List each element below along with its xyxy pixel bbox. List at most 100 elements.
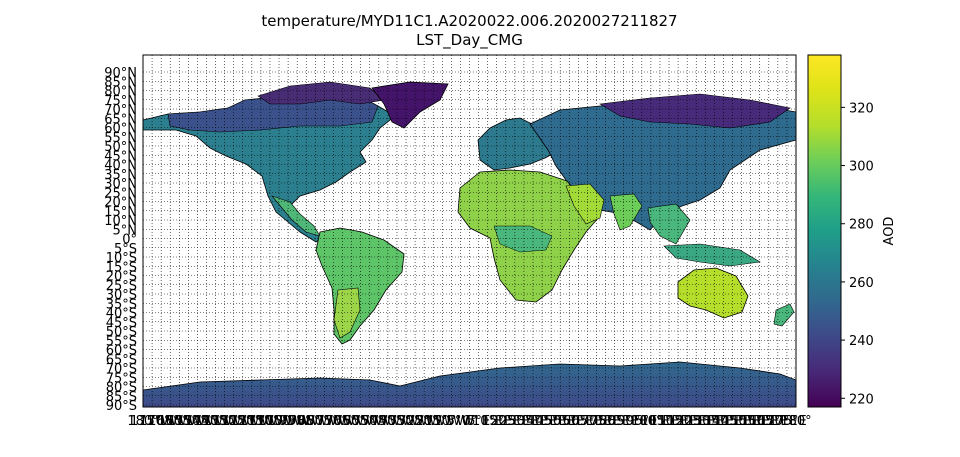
lat-label: 20°N — [104, 196, 137, 211]
lon-label: 170°W — [139, 414, 183, 429]
lon-label: 145°W — [184, 414, 228, 429]
title-line-1: temperature/MYD11C1.A2020022.006.2020027… — [261, 12, 678, 30]
lat-label: 50°S — [106, 325, 137, 340]
colorbar-tick-label: 220 — [849, 392, 874, 407]
lat-label: 70°S — [106, 362, 137, 377]
landmass-arctic-canada — [167, 91, 379, 133]
lat-label: 80°S — [106, 381, 137, 396]
lon-label: 150°W — [175, 414, 219, 429]
graticule — [142, 55, 797, 407]
lon-label: 100°W — [266, 414, 310, 429]
lat-label: 90°S — [106, 399, 137, 414]
lon-label: 105°E — [640, 414, 680, 429]
lat-label: 30°S — [106, 288, 137, 303]
landmass-greenland — [371, 81, 449, 129]
lon-label: 70°W — [325, 414, 361, 429]
lon-label: 150°E — [722, 414, 762, 429]
colorbar-tick-label: 260 — [849, 276, 874, 291]
colorbar-tick-label: 280 — [849, 218, 874, 233]
lon-label: 60°W — [343, 414, 379, 429]
lon-label: 165°W — [148, 414, 192, 429]
lon-label: 45°E — [535, 414, 566, 429]
lon-label: 65°W — [334, 414, 370, 429]
lat-label: 45°S — [106, 316, 137, 331]
lon-label: 160°E — [740, 414, 780, 429]
lat-label: 10°N — [104, 214, 137, 229]
lon-label: 80°E — [599, 414, 630, 429]
landmass-arabia — [565, 183, 605, 225]
landmass-siberia — [599, 93, 791, 129]
landmass-india — [609, 193, 643, 231]
landmass-new-zealand — [773, 303, 795, 327]
lon-label: 125°W — [221, 414, 265, 429]
lon-label: 145°E — [713, 414, 753, 429]
lat-label: 40°S — [106, 307, 137, 322]
lon-label: 85°W — [297, 414, 333, 429]
lat-label: 5°S — [114, 242, 137, 257]
lon-label: 50°W — [361, 414, 397, 429]
lon-label: 115°E — [658, 414, 698, 429]
colorbar-tick-label: 240 — [849, 334, 874, 349]
lon-label: 5°W — [447, 414, 475, 429]
lon-label: 105°W — [257, 414, 301, 429]
lon-label: 135°E — [695, 414, 735, 429]
lon-label: 30°W — [397, 414, 433, 429]
lon-label: 5°E — [467, 414, 490, 429]
lon-label: 80°W — [306, 414, 342, 429]
lat-label: 0° — [122, 233, 137, 248]
lon-label: 0° — [462, 414, 477, 429]
lat-label: 75°S — [106, 371, 137, 386]
lat-label: 25°S — [106, 279, 137, 294]
colorbar-tick-label: 300 — [849, 160, 874, 175]
lat-label: 90°N — [104, 66, 137, 81]
lat-label: 60°S — [106, 344, 137, 359]
lon-label: 160°W — [157, 414, 201, 429]
lon-label: 20°W — [415, 414, 451, 429]
latitude-labels: 90°N85°N80°N75°N70°N65°N60°N55°N50°N45°N… — [104, 66, 137, 414]
landmass-central-africa — [493, 225, 553, 253]
lon-label: 165°E — [749, 414, 789, 429]
lat-label: 30°N — [104, 177, 137, 192]
lat-label: 45°N — [104, 149, 137, 164]
lat-label: 80°N — [104, 85, 137, 100]
lon-label: 175°E — [767, 414, 807, 429]
lon-label: 25°E — [499, 414, 530, 429]
lat-label: 50°N — [104, 140, 137, 155]
landmass-patagonia — [333, 287, 361, 339]
lon-label: 175°W — [130, 414, 174, 429]
lon-label: 115°W — [239, 414, 283, 429]
lon-label: 50°E — [545, 414, 576, 429]
lon-label: 10°E — [472, 414, 503, 429]
landmass-indonesia — [663, 243, 761, 267]
colorbar-gradient — [807, 54, 842, 408]
lat-label: 35°S — [106, 297, 137, 312]
lon-label: 25°W — [406, 414, 442, 429]
lat-label: 35°N — [104, 168, 137, 183]
lon-label: 85°E — [608, 414, 639, 429]
lon-label: 55°W — [352, 414, 388, 429]
lon-label: 20°E — [490, 414, 521, 429]
lon-label: 95°W — [279, 414, 315, 429]
title-line-2: LST_Day_CMG — [416, 31, 523, 49]
lon-label: 180° — [127, 414, 158, 429]
lat-label: 75°N — [104, 94, 137, 109]
lon-label: 40°E — [526, 414, 557, 429]
lon-label: 35°E — [517, 414, 548, 429]
colorbar-ticks: 220 240 260 280 300 320 — [841, 101, 874, 407]
lat-label: 65°N — [104, 112, 137, 127]
lat-label: 15°N — [104, 205, 137, 220]
longitude-labels: 180°175°W170°W165°W160°W155°W150°W145°W1… — [127, 414, 811, 429]
lon-label: 170°E — [758, 414, 798, 429]
lon-label: 10°W — [433, 414, 469, 429]
lon-label: 30°E — [508, 414, 539, 429]
lat-label: 85°N — [104, 75, 137, 90]
landmass-canadian-archipelago — [257, 81, 385, 105]
lon-label: 95°E — [626, 414, 657, 429]
lat-label: 55°N — [104, 131, 137, 146]
lon-label: 130°E — [686, 414, 726, 429]
lon-label: 110°E — [649, 414, 689, 429]
lon-label: 60°E — [563, 414, 594, 429]
lon-label: 55°E — [554, 414, 585, 429]
